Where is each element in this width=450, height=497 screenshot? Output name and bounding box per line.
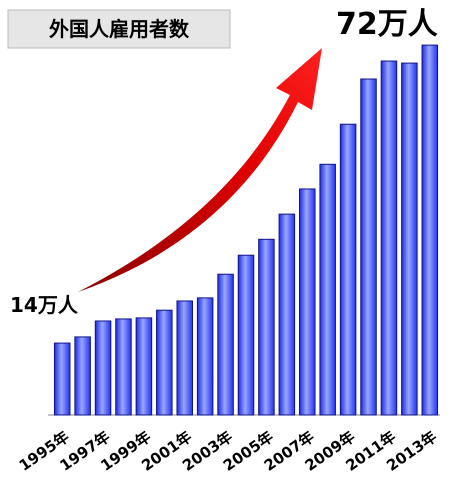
bar (278, 213, 296, 416)
bar (339, 123, 357, 416)
chart-title: 外国人雇用者数 (49, 17, 190, 41)
bar (217, 273, 234, 416)
bar (115, 318, 132, 416)
bar (53, 342, 71, 416)
bar (380, 60, 398, 416)
bar (360, 78, 377, 416)
bar (319, 163, 336, 416)
bar (196, 297, 214, 416)
bar (74, 336, 91, 416)
bar (401, 62, 418, 416)
bar (156, 309, 173, 416)
bar (237, 254, 255, 416)
bar (176, 300, 193, 416)
bar (94, 320, 112, 416)
title-box (7, 9, 231, 49)
trend-arrow (78, 48, 322, 292)
bar (299, 188, 316, 416)
annotation: 72万人 (336, 7, 438, 42)
annotation: 14万人 (10, 293, 79, 317)
bar (258, 238, 275, 416)
bar (421, 44, 439, 416)
bar (135, 317, 153, 416)
